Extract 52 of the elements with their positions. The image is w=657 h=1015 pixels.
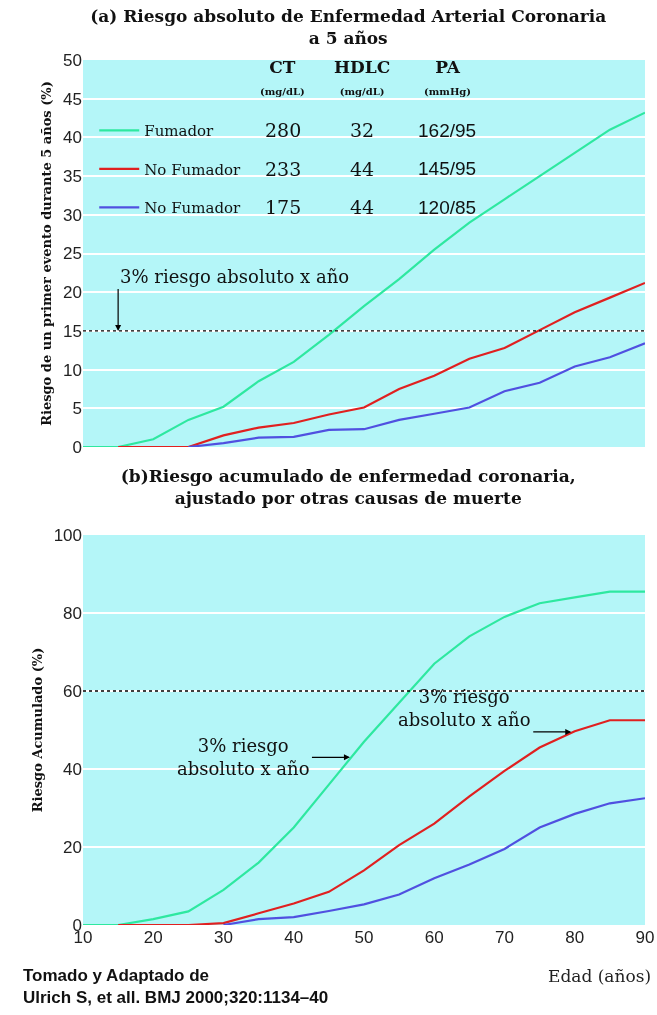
annotation: 145/95 — [418, 158, 477, 179]
y-tick-label: 10 — [63, 360, 82, 380]
x-tick-label: 70 — [495, 928, 514, 947]
y-tick-label: 40 — [63, 759, 82, 779]
y-tick-label: 45 — [63, 89, 82, 109]
x-tick-label: 50 — [354, 928, 374, 947]
annotation: 175 — [265, 196, 302, 218]
legend-label: No Fumador — [144, 160, 242, 179]
chart-title: (b)Riesgo acumulado de enfermedad coronaria, ajustado por otras causas de muerte — [120, 466, 576, 509]
x-tick-label: 40 — [284, 928, 304, 947]
y-axis-title: Riesgo de un primer evento durante 5 años (%) — [39, 81, 55, 426]
annotation: 32 — [350, 119, 375, 141]
line-series — [83, 590, 645, 925]
annotation: 162/95 — [418, 120, 477, 141]
x-axis-title: Edad (años) — [548, 966, 652, 986]
legend-label: No Fumador — [144, 199, 242, 218]
x-tick-label: 30 — [214, 928, 233, 947]
x-tick-label: 60 — [424, 928, 444, 947]
line-series — [83, 111, 645, 447]
annotation: 233 — [265, 158, 302, 180]
x-tick-label: 80 — [565, 928, 585, 947]
annotation: CT (mg/dL) — [260, 57, 305, 98]
annotation: 280 — [265, 119, 302, 141]
y-tick-label: 60 — [63, 681, 82, 701]
y-tick-label: 30 — [63, 205, 82, 225]
annotation: 44 — [350, 196, 375, 218]
legend-label: Fumador — [144, 122, 215, 141]
x-tick-label: 90 — [635, 928, 655, 947]
text: Tomado y Adaptado de Ulrich S, et all. BMJ 2000;320:1134–40 — [23, 966, 329, 1008]
y-tick-label: 80 — [63, 603, 82, 623]
line-series — [187, 342, 645, 447]
y-tick-label: 100 — [53, 525, 82, 545]
y-tick-label: 50 — [63, 50, 82, 70]
annotation: PA (mmHg) — [424, 57, 472, 98]
y-tick-label: 40 — [63, 128, 82, 148]
y-tick-label: 15 — [63, 321, 82, 341]
y-tick-label: 25 — [63, 244, 82, 264]
y-axis-title: Riesgo Acumulado (%) — [29, 647, 45, 813]
line-series — [222, 797, 645, 925]
chart-title: (a) Riesgo absoluto de Enfermedad Arterial Coronaria a 5 años — [90, 6, 607, 49]
y-tick-label: 0 — [72, 437, 82, 457]
y-tick-label: 20 — [63, 837, 82, 857]
annotation: HDLC (mg/dL) — [334, 57, 391, 98]
annotation: 3% riesgo absoluto x año — [398, 686, 531, 731]
annotation: 120/85 — [418, 197, 477, 218]
annotation: 44 — [350, 158, 375, 180]
annotation: 3% riesgo absoluto x año — [177, 735, 310, 780]
y-tick-label: 5 — [72, 399, 82, 419]
y-tick-label: 20 — [63, 283, 82, 303]
annotation: 3% riesgo absoluto x año — [120, 266, 350, 287]
y-tick-label: 35 — [63, 167, 82, 187]
x-tick-label: 20 — [143, 928, 163, 947]
